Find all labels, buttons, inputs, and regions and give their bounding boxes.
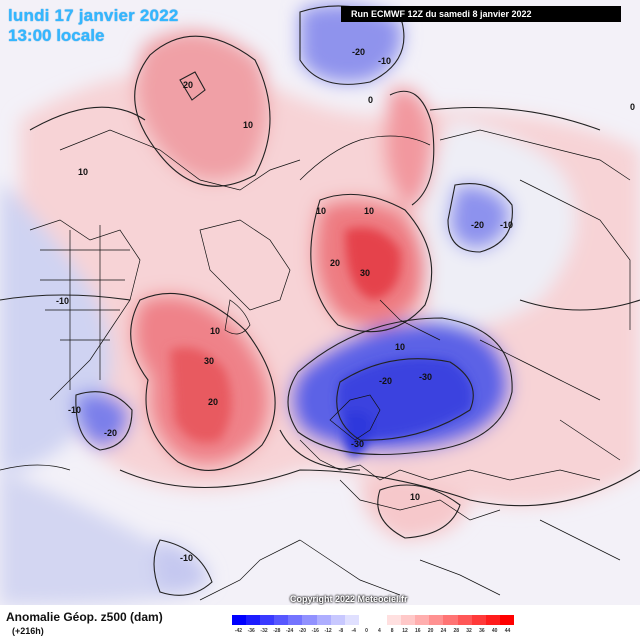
- scale-swatch: [471, 615, 486, 625]
- scale-tick-label: -28: [273, 628, 281, 634]
- contour-label: 20: [330, 258, 340, 268]
- run-banner: Run ECMWF 12Z du samedi 8 janvier 2022: [341, 6, 621, 22]
- contour-label: -30: [419, 372, 432, 382]
- scale-swatch: [232, 615, 247, 625]
- scale-tick-label: 8: [390, 628, 394, 634]
- scale-tick-label: -32: [260, 628, 268, 634]
- forecast-date: lundi 17 janvier 2022: [8, 6, 179, 25]
- contour-label-group: 20 10 -20 -10 0 10 20 30 10 -20 -10 10 1…: [56, 47, 635, 563]
- anomaly-title: Anomalie Géop. z500 (dam): [6, 610, 163, 624]
- scale-swatch: [499, 615, 514, 625]
- scale-tick-label: 20: [427, 628, 434, 634]
- scale-tick-label: -16: [311, 628, 319, 634]
- scale-tick-label: 16: [415, 628, 421, 634]
- contour-label: -20: [471, 220, 484, 230]
- coastlines: [0, 129, 631, 601]
- anomaly-cores: [170, 227, 473, 458]
- contour-label: 0: [630, 102, 635, 112]
- scale-tick-label: 24: [440, 628, 447, 634]
- scale-tick-label: 28: [453, 628, 459, 634]
- scale-swatch: [316, 615, 331, 625]
- contour-label: -10: [378, 56, 391, 66]
- contour-label: 20: [183, 80, 193, 90]
- color-scale-ticks: -42 -36 -32 -28 -24 -20 -16 -12 -8 -4 0 4 8 12 16 20 24 2…: [232, 628, 514, 634]
- scale-tick-label: 4: [377, 628, 381, 634]
- scale-swatch: [260, 615, 275, 625]
- contour-label: 10: [410, 492, 420, 502]
- scale-swatch: [443, 615, 458, 625]
- contour-label: 10: [243, 120, 253, 130]
- isolines: [0, 5, 640, 596]
- scale-swatch: [457, 615, 472, 625]
- scale-swatch: [302, 615, 317, 625]
- scale-swatch: [330, 615, 345, 625]
- contour-label: 30: [204, 356, 214, 366]
- contour-label: -30: [351, 439, 364, 449]
- contour-label: 10: [316, 206, 326, 216]
- scale-swatch: [401, 615, 416, 625]
- contour-label: 10: [364, 206, 374, 216]
- scale-swatch: [274, 615, 289, 625]
- contour-label: -10: [500, 220, 513, 230]
- contour-label: 30: [360, 268, 370, 278]
- scale-swatch: [429, 615, 444, 625]
- contour-label: -20: [104, 428, 117, 438]
- scale-swatch: [372, 615, 388, 625]
- contour-label: -10: [68, 405, 81, 415]
- contour-label: -20: [379, 376, 392, 386]
- scale-tick-label: 44: [504, 628, 511, 634]
- copyright-text: Copyright 2022 Meteociel.fr: [290, 594, 408, 604]
- scale-swatch: [387, 615, 402, 625]
- scale-tick-label: -24: [286, 628, 294, 634]
- scale-swatch: [288, 615, 303, 625]
- color-scale: [232, 615, 514, 625]
- scale-tick-label: -8: [338, 628, 344, 634]
- scale-tick-label: 40: [491, 628, 498, 634]
- contour-label: 0: [368, 95, 373, 105]
- contour-label: -10: [56, 296, 69, 306]
- scale-tick-label: 0: [365, 628, 368, 634]
- contour-label: -20: [352, 47, 365, 57]
- contour-label: 10: [395, 342, 405, 352]
- scale-swatch: [246, 615, 261, 625]
- scale-swatch: [344, 615, 359, 625]
- scale-tick-label: 32: [466, 628, 472, 634]
- scale-swatch: [358, 615, 373, 625]
- scale-tick-label: -12: [324, 628, 332, 634]
- scale-tick-label: -36: [247, 628, 255, 634]
- forecast-time: 13:00 locale: [8, 26, 105, 45]
- contour-label: 10: [210, 326, 220, 336]
- contour-label: 20: [208, 397, 218, 407]
- scale-swatch: [485, 615, 500, 625]
- scale-tick-label: -20: [298, 628, 307, 634]
- contour-label: 10: [78, 167, 88, 177]
- contour-label: -10: [180, 553, 193, 563]
- scale-tick-label: 12: [402, 628, 408, 634]
- scale-swatch: [415, 615, 430, 625]
- scale-tick-label: -42: [234, 628, 243, 634]
- scale-tick-label: 36: [479, 628, 485, 634]
- scale-tick-label: -4: [351, 628, 356, 634]
- lead-time: (+216h): [12, 626, 44, 636]
